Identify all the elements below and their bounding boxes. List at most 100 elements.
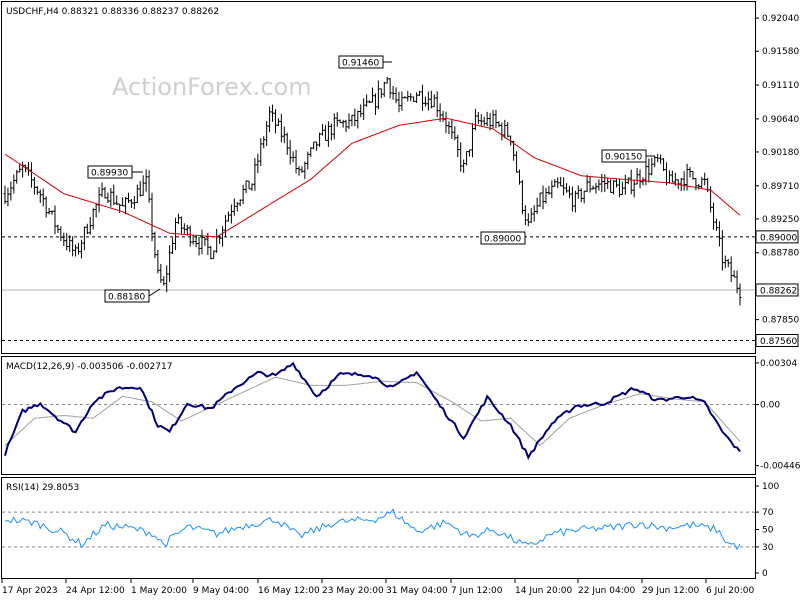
price-annotation: 0.90150 [601,149,655,163]
ohlc-bar [135,184,139,204]
ohlc-bar [582,190,586,204]
ohlc-bar [44,196,48,218]
ohlc-bar [617,178,621,198]
ohlc-bar [650,158,654,176]
ohlc-bar [12,174,16,194]
ohlc-bar [268,106,272,133]
ohlc-bar [423,96,427,107]
ohlc-bar [497,121,501,128]
ohlc-bar [162,276,166,286]
ohlc-bar [720,230,724,271]
ohlc-bar [418,90,422,96]
ohlc-bar [303,161,307,180]
ohlc-bar [450,119,454,139]
ohlc-bar [3,185,7,205]
ohlc-bar [588,176,592,193]
price-panel: 0.89930 0.88180 0.91460 0.89000 0.90150 0.920… [2,14,799,347]
ohlc-bar [197,236,201,256]
ohlc-bar [329,123,333,141]
ohlc-bar [691,170,695,180]
ohlc-bar [388,78,392,99]
ohlc-bar [632,179,636,198]
rsi-panel-frame [1,477,756,579]
ohlc-bar [244,180,248,194]
ohlc-bar [235,202,239,212]
ohlc-bar [515,151,519,173]
price-annotation: 0.89000 [480,231,526,245]
ohlc-bar [153,231,157,259]
ohlc-bar [659,154,663,164]
ohlc-bar [432,94,436,108]
ohlc-bar [282,126,286,144]
ohlc-bar [106,192,110,203]
ohlc-bar [356,110,360,129]
ohlc-bar [74,244,78,257]
ohlc-bar [344,119,348,133]
ohlc-bar [665,162,668,186]
ohlc-bar [382,81,386,97]
ohlc-bar [271,104,275,122]
ohlc-bar [265,121,269,146]
ohlc-bar [6,187,10,207]
ohlc-bar [121,197,125,207]
ohlc-bar [29,162,33,188]
ohlc-bar [714,218,718,231]
ohlc-bar [585,174,589,192]
ohlc-bar [209,246,213,260]
ohlc-bar [482,116,486,126]
ohlc-bar [159,263,163,283]
ohlc-bar [126,192,130,204]
rsi-tick-label: 30 [762,543,774,553]
ohlc-bar [41,188,45,207]
ohlc-bar [435,91,439,118]
ohlc-bar [88,216,92,235]
macd-signal-line [4,376,741,447]
support-axis-label-text: 0.89000 [760,233,797,243]
price-tick-label: 0.88780 [762,249,799,259]
ohlc-bar [156,249,160,274]
ohlc-bar [50,210,54,215]
ohlc-bar [473,108,477,131]
annotation-leader [148,288,161,297]
ohlc-bar [238,199,242,207]
ohlc-bar [306,151,310,170]
ohlc-bar [165,265,169,293]
price-panel-frame [1,1,756,354]
ohlc-bar [56,224,60,233]
price-tick-label: 0.91110 [762,81,799,91]
ohlc-bar [397,91,401,113]
ohlc-bar [729,256,733,283]
price-tick-label: 0.90180 [762,148,799,158]
ohlc-bar [629,169,633,195]
time-tick-label: 22 Jun 04:00 [578,586,635,596]
time-tick-label: 29 Jun 12:00 [642,586,699,596]
rsi-panel: 100 70 50 30 0 [2,482,779,579]
ohlc-bar [109,188,113,207]
low-axis-label-text: 0.87560 [760,337,797,347]
ohlc-bar [232,198,236,216]
ohlc-bar [332,113,336,140]
ohlc-bar [188,225,192,247]
annotation-box [338,55,384,69]
ohlc-bar [262,136,266,149]
ohlc-bar [191,235,195,245]
ohlc-bar [412,96,416,103]
ohlc-bar [259,138,263,167]
ohlc-bar [620,181,624,196]
ohlc-bar [288,140,292,165]
ohlc-bar [626,177,630,185]
time-tick-label: 14 Jun 20:00 [515,586,572,596]
ohlc-bar [732,270,736,278]
ohlc-bar [562,177,566,196]
ohlc-bar [459,142,463,172]
ohlc-bar [400,91,404,111]
ohlc-bar [300,166,304,173]
ohlc-bar [373,93,377,115]
ohlc-bar [694,178,698,191]
ohlc-bar [717,221,721,247]
ohlc-bar [573,190,577,213]
time-tick-label: 17 Apr 2023 [2,586,58,596]
ohlc-bar [200,229,204,255]
ohlc-bar [150,192,154,242]
time-tick-label: 16 May 12:00 [258,586,320,596]
